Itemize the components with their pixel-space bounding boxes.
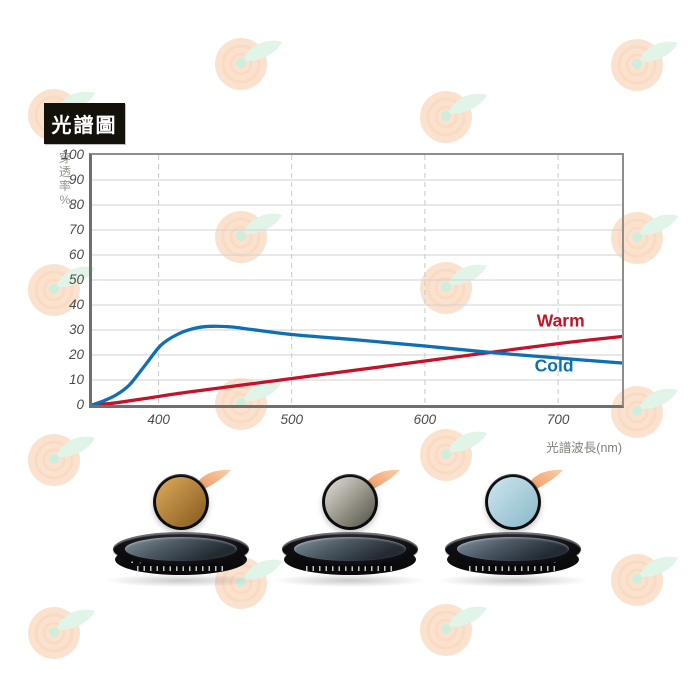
y-tick-label: 50 (68, 272, 84, 287)
small-filter-neutral (322, 474, 378, 530)
filter-ring-tick-marks (469, 566, 557, 571)
plot-area: Warm Cold (89, 153, 624, 408)
y-tick-label: 60 (68, 247, 84, 262)
y-tick-label: 40 (68, 297, 84, 312)
small-filter-cold (485, 474, 541, 530)
large-filter-cold: ▪ ▾ ▪ (445, 532, 581, 578)
brand-watermark (414, 596, 490, 660)
x-tick-label: 500 (280, 412, 303, 427)
large-filter-glass (294, 537, 406, 561)
filter-ring-tick-marks (306, 566, 394, 571)
x-axis-ticks: 400 500 600 700 (92, 412, 622, 432)
product-group-cold: ▪ ▾ ▪ (438, 468, 588, 593)
citrus-leaf-logo (420, 604, 487, 656)
x-tick-label: 600 (413, 412, 437, 427)
citrus-leaf-logo (420, 91, 487, 143)
x-axis-label: 光譜波長(nm) (546, 441, 622, 455)
cold-series-label: Cold (535, 355, 574, 375)
product-group-warm: ▪ ▾ ▪ (106, 468, 256, 593)
product-row: ▪ ▾ ▪ ▪ ▾ ▪ (0, 468, 700, 598)
filter-ring-tick-marks (137, 566, 225, 571)
y-axis-label-char: % (59, 193, 71, 207)
x-tick-label: 700 (546, 412, 570, 427)
spectrum-line-chart: Warm Cold (92, 155, 622, 405)
y-tick-label: 0 (76, 397, 84, 412)
brand-watermark (22, 599, 98, 663)
filter-face (445, 532, 581, 566)
y-axis-label: 穿透率% (57, 151, 73, 207)
warm-series-label: Warm (537, 310, 585, 330)
y-tick-label: 100 (61, 147, 84, 162)
x-tick-label: 400 (147, 412, 170, 427)
chart-title-box: 光譜圖 (44, 103, 125, 144)
y-tick-label: 70 (68, 222, 84, 237)
filter-face (282, 532, 418, 566)
y-tick-label: 90 (68, 172, 84, 187)
brand-watermark (414, 83, 490, 147)
y-axis-label-char: 透 (58, 165, 71, 179)
filter-glass-neutral (325, 477, 375, 527)
product-group-neutral: ▪ ▾ ▪ (275, 468, 425, 593)
large-filter-warm: ▪ ▾ ▪ (113, 532, 249, 578)
y-axis-ticks: 100 90 80 70 60 50 40 30 20 10 0 (38, 147, 84, 412)
small-filter-warm (153, 474, 209, 530)
brand-watermark (209, 30, 285, 94)
floor-shadow (275, 574, 425, 587)
filter-glass-warm (156, 477, 206, 527)
y-axis-label-char: 率 (58, 179, 71, 193)
y-tick-label: 20 (68, 347, 84, 362)
large-filter-glass (125, 537, 237, 561)
warm-series-line (92, 334, 622, 405)
filter-face (113, 532, 249, 566)
large-filter-glass (457, 537, 569, 561)
y-axis-label-char: 穿 (58, 151, 71, 165)
cold-series-line (92, 324, 622, 405)
chart-title: 光譜圖 (51, 115, 118, 137)
y-tick-label: 10 (68, 372, 84, 387)
citrus-leaf-logo (611, 39, 678, 91)
floor-shadow (106, 574, 256, 587)
citrus-leaf-logo (28, 607, 95, 659)
y-tick-label: 80 (68, 197, 84, 212)
brand-watermark (605, 31, 681, 95)
y-tick-label: 30 (68, 322, 84, 337)
filter-ring-marks: ▪ ▾ ▪ (131, 560, 152, 566)
large-filter-neutral: ▪ ▾ ▪ (282, 532, 418, 578)
citrus-leaf-logo (215, 38, 282, 90)
filter-glass-cold (488, 477, 538, 527)
floor-shadow (438, 574, 588, 587)
